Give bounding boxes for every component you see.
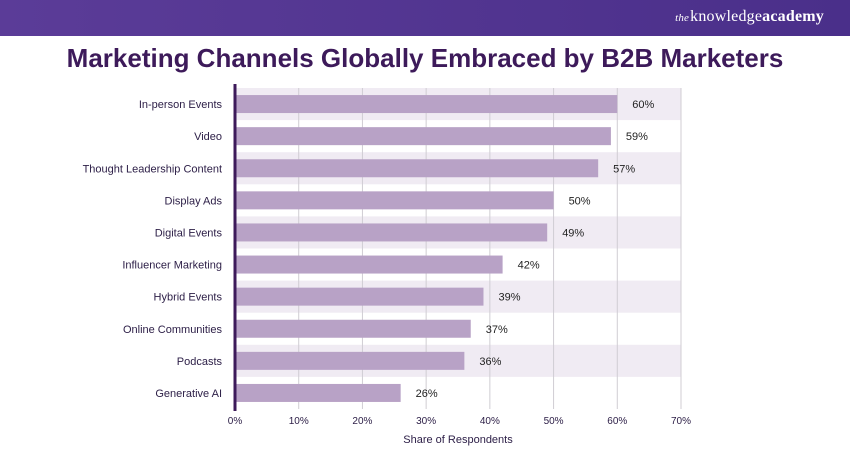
category-label: Generative AI — [155, 388, 222, 400]
value-label: 59% — [626, 131, 648, 143]
x-tick-label: 60% — [607, 416, 627, 427]
brand-prefix: the — [675, 12, 690, 24]
bar — [235, 351, 465, 370]
header-bar: theknowledgeacademy — [0, 0, 850, 36]
x-tick-label: 10% — [289, 416, 309, 427]
brand-name-main: knowledge — [690, 8, 763, 25]
bar — [235, 287, 484, 306]
category-label: Thought Leadership Content — [83, 163, 222, 175]
bar — [235, 255, 503, 274]
category-label: In-person Events — [139, 99, 223, 111]
x-axis-title: Share of Respondents — [403, 434, 513, 446]
category-label: Influencer Marketing — [122, 260, 222, 272]
bar — [235, 159, 599, 178]
x-tick-label: 40% — [480, 416, 500, 427]
bar — [235, 95, 618, 114]
value-label: 57% — [613, 163, 635, 175]
category-label: Digital Events — [155, 227, 223, 239]
brand-name-bold: academy — [762, 8, 824, 25]
value-label: 49% — [562, 227, 584, 239]
value-label: 50% — [569, 195, 591, 207]
bar — [235, 191, 554, 210]
bar — [235, 127, 611, 146]
chart-title: Marketing Channels Globally Embraced by … — [66, 43, 784, 73]
brand-logo: theknowledgeacademy — [675, 8, 824, 26]
x-tick-label: 20% — [352, 416, 372, 427]
x-tick-label: 30% — [416, 416, 436, 427]
category-label: Online Communities — [123, 324, 223, 336]
value-label: 36% — [479, 356, 501, 368]
value-label: 37% — [486, 324, 508, 336]
x-tick-label: 0% — [228, 416, 243, 427]
category-label: Display Ads — [165, 195, 223, 207]
x-tick-label: 70% — [671, 416, 691, 427]
category-label: Podcasts — [177, 356, 223, 368]
category-label: Hybrid Events — [154, 292, 223, 304]
bar — [235, 223, 548, 242]
category-label: Video — [194, 131, 222, 143]
x-tick-label: 50% — [544, 416, 564, 427]
bar — [235, 319, 471, 338]
bar — [235, 383, 401, 402]
value-label: 39% — [498, 292, 520, 304]
value-label: 42% — [518, 260, 540, 272]
value-label: 26% — [416, 388, 438, 400]
value-label: 60% — [632, 99, 654, 111]
